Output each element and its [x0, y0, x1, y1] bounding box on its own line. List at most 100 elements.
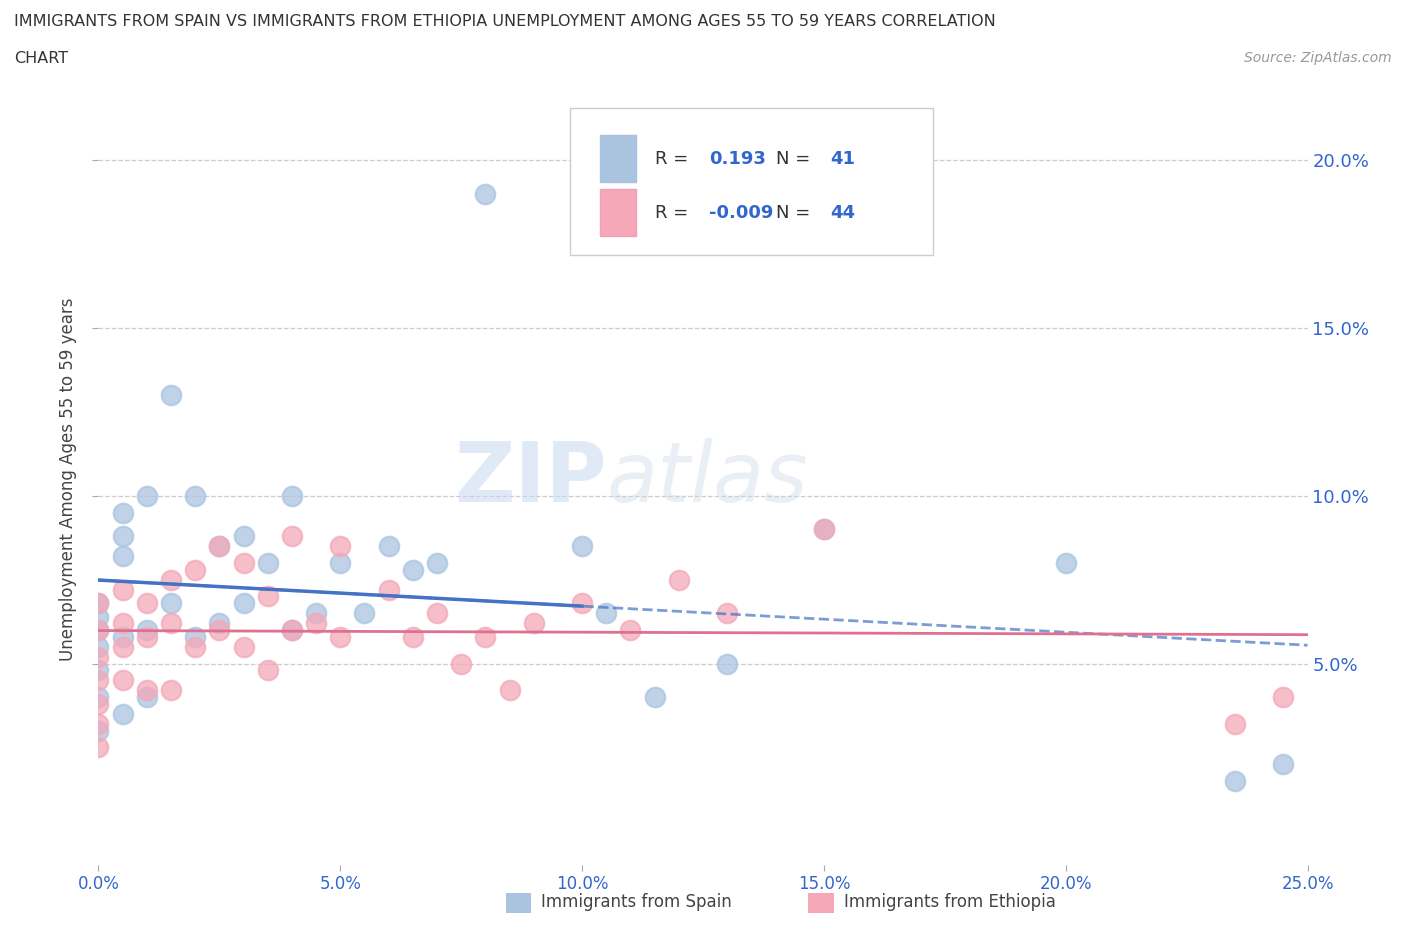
Point [135, 630, 157, 644]
Point [329, 630, 352, 644]
Point [329, 538, 352, 553]
Point [377, 538, 399, 553]
Point [281, 622, 304, 637]
Point [1223, 774, 1246, 789]
Point [184, 562, 207, 577]
Text: ZIP: ZIP [454, 438, 606, 520]
Point [111, 505, 134, 520]
Point [160, 683, 183, 698]
Point [208, 616, 231, 631]
Point [813, 522, 835, 537]
Point [87, 596, 110, 611]
Text: R =: R = [655, 204, 693, 221]
Point [111, 616, 134, 631]
Point [87, 639, 110, 654]
Point [184, 639, 207, 654]
Point [426, 605, 449, 620]
Point [232, 596, 254, 611]
Point [232, 528, 254, 543]
Point [135, 488, 157, 503]
FancyBboxPatch shape [600, 190, 637, 236]
Text: 44: 44 [830, 204, 855, 221]
Point [426, 555, 449, 570]
Point [329, 555, 352, 570]
Point [474, 186, 496, 201]
Point [111, 528, 134, 543]
Point [160, 616, 183, 631]
Point [571, 596, 593, 611]
Text: R =: R = [655, 150, 693, 167]
Text: Immigrants from Spain: Immigrants from Spain [541, 893, 733, 911]
Text: Immigrants from Ethiopia: Immigrants from Ethiopia [844, 893, 1056, 911]
Point [619, 622, 641, 637]
FancyBboxPatch shape [569, 109, 932, 255]
Point [668, 572, 690, 587]
Point [305, 616, 328, 631]
Point [256, 589, 278, 604]
Point [87, 609, 110, 624]
Point [111, 707, 134, 722]
Point [474, 630, 496, 644]
Point [281, 528, 304, 543]
Point [305, 605, 328, 620]
Point [111, 630, 134, 644]
Point [498, 683, 520, 698]
Point [135, 596, 157, 611]
Text: 41: 41 [830, 150, 855, 167]
Point [160, 572, 183, 587]
Text: N =: N = [776, 204, 815, 221]
Point [135, 690, 157, 705]
Point [644, 690, 666, 705]
Point [87, 724, 110, 738]
Point [184, 630, 207, 644]
Point [353, 605, 375, 620]
Point [135, 622, 157, 637]
Point [1054, 555, 1077, 570]
Point [232, 639, 254, 654]
Point [160, 388, 183, 403]
Point [1272, 690, 1295, 705]
Point [87, 663, 110, 678]
Point [87, 622, 110, 637]
Point [184, 488, 207, 503]
Point [87, 622, 110, 637]
Point [571, 538, 593, 553]
Text: IMMIGRANTS FROM SPAIN VS IMMIGRANTS FROM ETHIOPIA UNEMPLOYMENT AMONG AGES 55 TO : IMMIGRANTS FROM SPAIN VS IMMIGRANTS FROM… [14, 14, 995, 29]
Point [402, 562, 425, 577]
Text: -0.009: -0.009 [709, 204, 773, 221]
Point [595, 605, 617, 620]
Point [1272, 757, 1295, 772]
Text: N =: N = [776, 150, 815, 167]
Text: 0.193: 0.193 [709, 150, 766, 167]
Point [377, 582, 399, 597]
Text: atlas: atlas [606, 438, 808, 520]
FancyBboxPatch shape [600, 136, 637, 181]
Point [1223, 716, 1246, 731]
Point [208, 538, 231, 553]
Point [111, 673, 134, 688]
Point [111, 639, 134, 654]
Point [160, 596, 183, 611]
Point [87, 740, 110, 755]
Point [256, 555, 278, 570]
Point [281, 488, 304, 503]
Point [87, 673, 110, 688]
Point [523, 616, 546, 631]
Point [813, 522, 835, 537]
Point [716, 656, 738, 671]
Point [111, 549, 134, 564]
Point [87, 716, 110, 731]
Point [87, 697, 110, 711]
Y-axis label: Unemployment Among Ages 55 to 59 years: Unemployment Among Ages 55 to 59 years [59, 298, 77, 660]
Point [450, 656, 472, 671]
Point [111, 582, 134, 597]
Point [135, 683, 157, 698]
Point [208, 538, 231, 553]
Text: CHART: CHART [14, 51, 67, 66]
Point [87, 649, 110, 664]
Point [256, 663, 278, 678]
Point [87, 596, 110, 611]
Point [281, 622, 304, 637]
Point [402, 630, 425, 644]
Point [716, 605, 738, 620]
